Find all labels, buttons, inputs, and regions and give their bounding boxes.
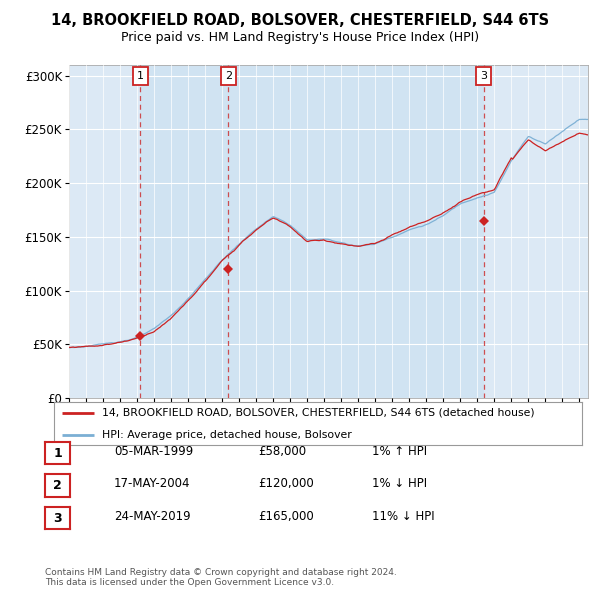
Text: Price paid vs. HM Land Registry's House Price Index (HPI): Price paid vs. HM Land Registry's House … — [121, 31, 479, 44]
Text: 1% ↓ HPI: 1% ↓ HPI — [372, 477, 427, 490]
Text: 14, BROOKFIELD ROAD, BOLSOVER, CHESTERFIELD, S44 6TS (detached house): 14, BROOKFIELD ROAD, BOLSOVER, CHESTERFI… — [101, 408, 534, 418]
Text: 14, BROOKFIELD ROAD, BOLSOVER, CHESTERFIELD, S44 6TS: 14, BROOKFIELD ROAD, BOLSOVER, CHESTERFI… — [51, 13, 549, 28]
Text: Contains HM Land Registry data © Crown copyright and database right 2024.
This d: Contains HM Land Registry data © Crown c… — [45, 568, 397, 587]
Text: £58,000: £58,000 — [258, 445, 306, 458]
Text: 3: 3 — [481, 71, 487, 81]
Text: £165,000: £165,000 — [258, 510, 314, 523]
Text: 2: 2 — [225, 71, 232, 81]
Text: 24-MAY-2019: 24-MAY-2019 — [114, 510, 191, 523]
Text: 1% ↑ HPI: 1% ↑ HPI — [372, 445, 427, 458]
Text: 1: 1 — [53, 447, 62, 460]
Text: 17-MAY-2004: 17-MAY-2004 — [114, 477, 191, 490]
Text: 05-MAR-1999: 05-MAR-1999 — [114, 445, 193, 458]
Text: 2: 2 — [53, 479, 62, 492]
Text: 1: 1 — [137, 71, 143, 81]
Bar — [140, 65, 484, 398]
Text: £120,000: £120,000 — [258, 477, 314, 490]
Text: 11% ↓ HPI: 11% ↓ HPI — [372, 510, 434, 523]
Text: 3: 3 — [53, 512, 62, 525]
Text: HPI: Average price, detached house, Bolsover: HPI: Average price, detached house, Bols… — [101, 430, 351, 440]
